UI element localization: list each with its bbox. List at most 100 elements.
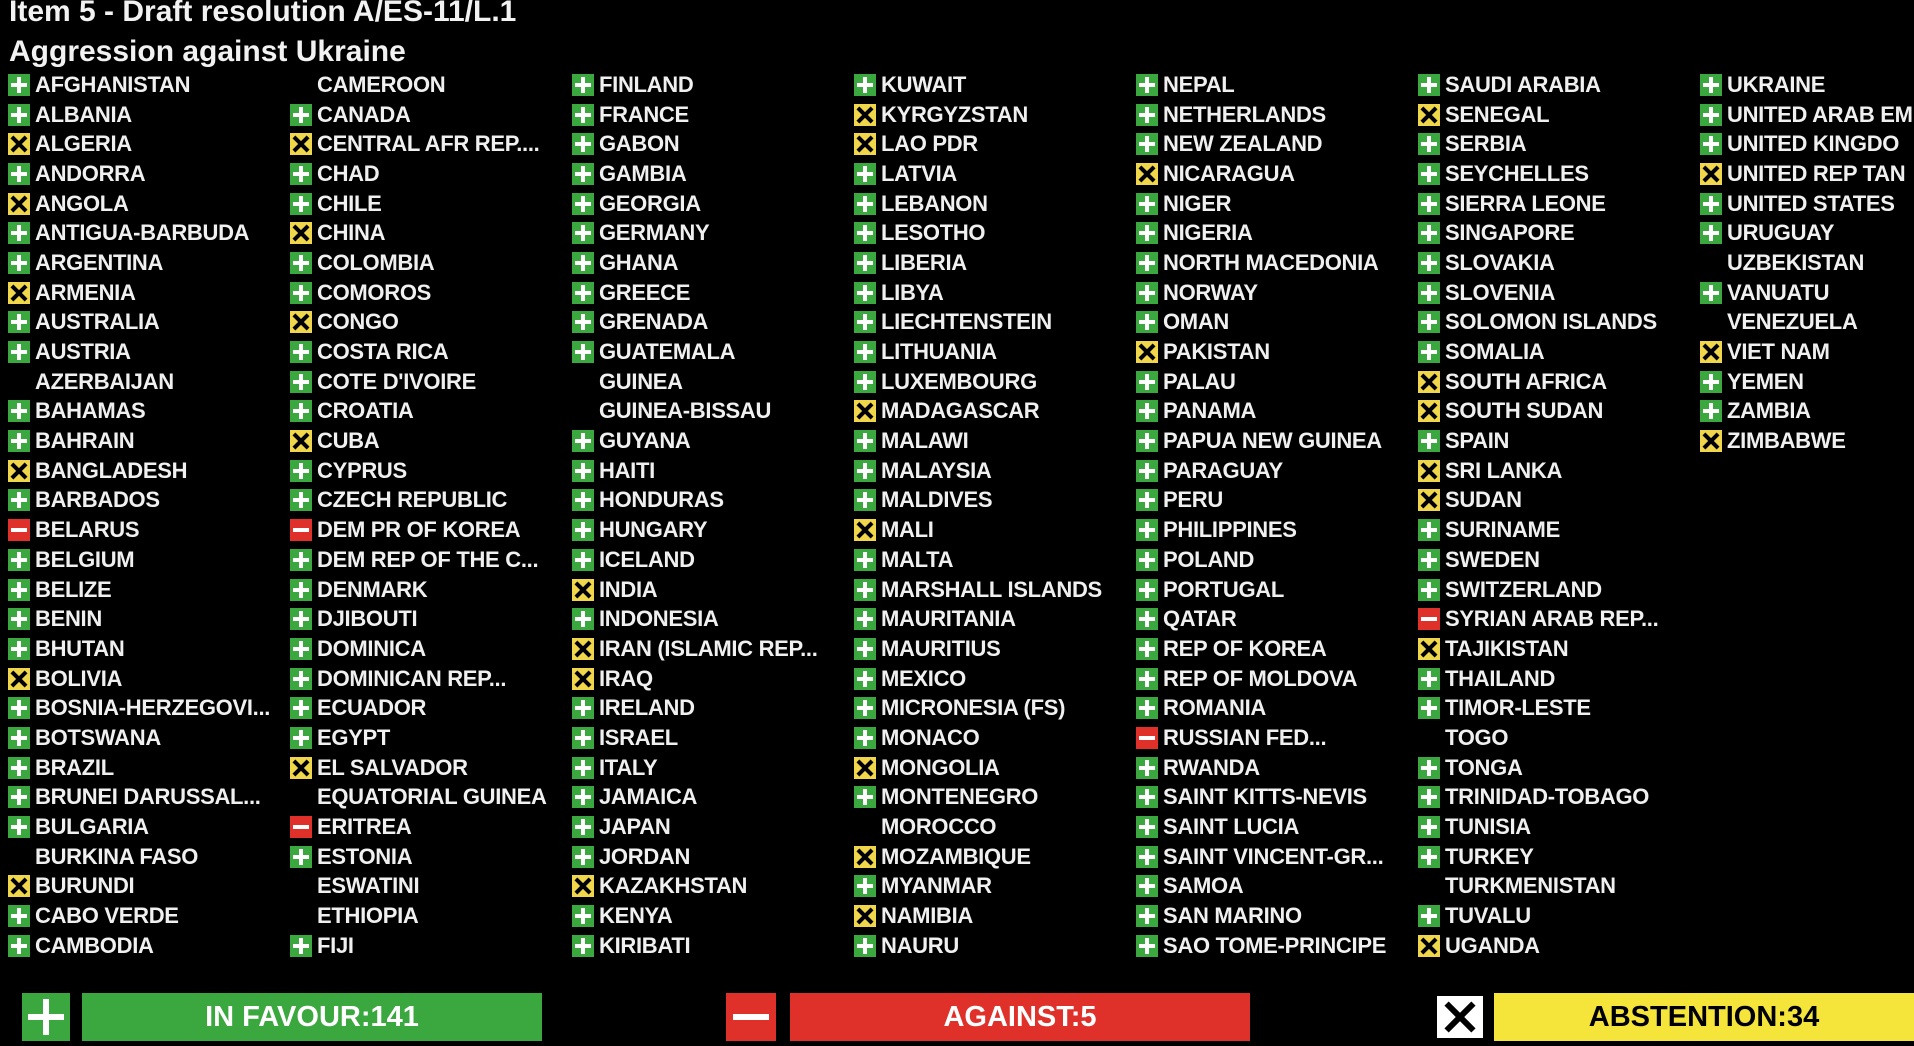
plus-icon	[1136, 192, 1158, 215]
country-row: ANGOLA	[8, 189, 288, 219]
country-name: NICARAGUA	[1163, 160, 1295, 186]
country-row: LEBANON	[854, 189, 1134, 219]
country-name: DEM REP OF THE C...	[317, 546, 539, 572]
country-row: AUSTRALIA	[8, 308, 288, 338]
country-name: UKRAINE	[1727, 71, 1826, 97]
country-row: CROATIA	[290, 397, 570, 427]
country-name: COTE D'IVOIRE	[317, 368, 477, 394]
plus-icon	[8, 608, 30, 631]
country-name: TURKEY	[1445, 843, 1534, 869]
plus-icon	[1136, 73, 1158, 96]
country-name: ARMENIA	[35, 279, 136, 305]
plus-icon	[290, 103, 312, 126]
plus-icon	[572, 192, 594, 215]
country-name: IRELAND	[599, 695, 695, 721]
plus-icon	[8, 489, 30, 512]
plus-icon	[1418, 578, 1440, 601]
country-row: MAURITIUS	[854, 634, 1134, 664]
plus-icon	[854, 667, 876, 690]
country-name: TAJIKISTAN	[1445, 635, 1569, 661]
plus-icon	[8, 934, 30, 957]
no-vote-marker	[1418, 727, 1440, 749]
country-name: MAURITIUS	[881, 635, 1001, 661]
country-row: POLAND	[1136, 545, 1416, 575]
country-name: GREECE	[599, 279, 691, 305]
plus-icon	[1136, 222, 1158, 245]
country-row: LAO PDR	[854, 129, 1134, 159]
country-row: SLOVENIA	[1418, 278, 1698, 308]
no-vote-marker	[854, 816, 876, 838]
plus-icon	[1700, 400, 1722, 423]
country-name: KUWAIT	[881, 71, 966, 97]
plus-icon	[854, 341, 876, 364]
country-row: EQUATORIAL GUINEA	[290, 783, 570, 813]
country-row: THAILAND	[1418, 664, 1698, 694]
country-name: ROMANIA	[1163, 695, 1267, 721]
plus-icon	[8, 726, 30, 749]
country-name: CANADA	[317, 101, 411, 127]
country-row: ANTIGUA-BARBUDA	[8, 218, 288, 248]
country-name: GEORGIA	[599, 190, 701, 216]
country-row: GRENADA	[572, 308, 852, 338]
country-row: JORDAN	[572, 842, 852, 872]
country-row: SOUTH SUDAN	[1418, 397, 1698, 427]
country-name: MONGOLIA	[881, 754, 1000, 780]
plus-icon	[572, 311, 594, 334]
country-name: PARAGUAY	[1163, 457, 1283, 483]
country-name: MOROCCO	[881, 814, 997, 840]
plus-icon	[1418, 311, 1440, 334]
country-row: CUBA	[290, 426, 570, 456]
plus-icon	[572, 756, 594, 779]
country-row: QATAR	[1136, 604, 1416, 634]
country-row: KIRIBATI	[572, 931, 852, 961]
country-name: SINGAPORE	[1445, 220, 1575, 246]
country-name: DJIBOUTI	[317, 606, 418, 632]
plus-icon	[1418, 519, 1440, 542]
country-row: PERU	[1136, 486, 1416, 516]
country-row: ZAMBIA	[1700, 397, 1914, 427]
country-name: AUSTRALIA	[35, 309, 160, 335]
country-name: SAUDI ARABIA	[1445, 71, 1601, 97]
plus-icon	[572, 548, 594, 571]
country-row: ZIMBABWE	[1700, 426, 1914, 456]
country-name: PHILIPPINES	[1163, 517, 1297, 543]
cross-icon	[572, 578, 594, 601]
country-row: GUINEA-BISSAU	[572, 397, 852, 427]
country-name: JAMAICA	[599, 784, 698, 810]
no-vote-marker	[290, 905, 312, 927]
country-row: GAMBIA	[572, 159, 852, 189]
country-row: MICRONESIA (FS)	[854, 693, 1134, 723]
country-name: ARGENTINA	[35, 249, 164, 275]
country-row: ARMENIA	[8, 278, 288, 308]
plus-icon	[1136, 133, 1158, 156]
plus-icon	[8, 905, 30, 928]
country-name: NEPAL	[1163, 71, 1235, 97]
cross-icon	[854, 756, 876, 779]
country-name: TUVALU	[1445, 903, 1531, 929]
country-name: UZBEKISTAN	[1727, 249, 1865, 275]
country-name: GHANA	[599, 249, 679, 275]
country-name: ERITREA	[317, 814, 412, 840]
minus-icon	[726, 993, 776, 1041]
minus-icon	[8, 519, 30, 542]
country-name: SWEDEN	[1445, 546, 1540, 572]
plus-icon	[572, 251, 594, 274]
country-name: SPAIN	[1445, 428, 1510, 454]
plus-icon	[1136, 311, 1158, 334]
country-row: UNITED STATES	[1700, 189, 1914, 219]
country-name: SLOVENIA	[1445, 279, 1556, 305]
no-vote-marker	[1418, 875, 1440, 897]
country-name: EGYPT	[317, 724, 391, 750]
country-name: MALTA	[881, 546, 954, 572]
country-name: TRINIDAD-TOBAGO	[1445, 784, 1650, 810]
plus-icon	[572, 845, 594, 868]
country-row: LUXEMBOURG	[854, 367, 1134, 397]
country-row: LATVIA	[854, 159, 1134, 189]
country-name: ALBANIA	[35, 101, 132, 127]
plus-icon	[1700, 103, 1722, 126]
plus-icon	[8, 430, 30, 453]
country-row: ESTONIA	[290, 842, 570, 872]
country-row: SOMALIA	[1418, 337, 1698, 367]
cross-icon	[1136, 162, 1158, 185]
country-name: UNITED KINGDO	[1727, 131, 1900, 157]
